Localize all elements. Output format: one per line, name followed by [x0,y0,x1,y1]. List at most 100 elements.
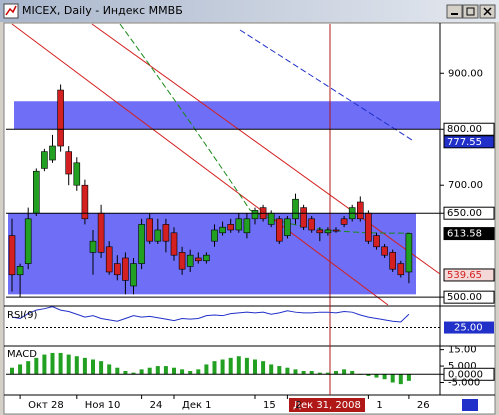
candle-body [162,224,170,242]
level-label-box [443,122,495,136]
candle-body [308,218,316,231]
macd-bar [334,371,338,375]
level-label-box [443,290,495,304]
scroll-button[interactable] [462,399,478,411]
candle-body [267,212,275,225]
candle-body [227,224,234,231]
macd-bar [285,367,290,375]
macd-bar [325,372,330,375]
candle-body [284,218,291,236]
crosshair-label-box [289,398,365,412]
macd-bar [58,352,63,375]
candle-body [138,224,145,264]
level-label-box [443,135,495,149]
level-label: 777.55 [447,137,482,148]
y-tick-label: 15.00 [448,345,477,356]
macd-bar [244,357,249,375]
macd-bar [390,374,395,383]
macd-bar [309,371,314,375]
macd-bar [26,361,31,375]
level-label: 500.00 [447,292,482,303]
y-tick-label: 25.00 [454,323,483,334]
macd-bar [50,352,55,375]
window-title: MICEX, Daily - Индекс ММВБ [22,4,183,17]
level-label: 800.00 [447,124,482,135]
candle-body [292,198,299,220]
y-tick-label: 900.00 [448,68,483,79]
macd-bar [342,369,347,375]
candle-body [32,170,40,214]
candle-body [324,229,332,234]
macd-bar [269,364,274,375]
y-tick-label: 0.0000 [448,369,483,380]
macd-bar [74,356,79,375]
x-tick-label: Ноя 10 [85,400,121,411]
candle-body [81,184,89,220]
macd-bar [406,374,411,381]
macd-bar [350,371,355,375]
trend-line [91,23,441,275]
macd-bar [147,367,152,375]
level-label: 539.65 [447,270,482,281]
candle-body [332,229,340,232]
candle-body [130,263,137,287]
candle-body [154,229,162,242]
candle-body [146,218,153,242]
candle-body [89,240,97,253]
candle-body [397,263,405,276]
macd-bar [99,361,104,375]
minimize-button[interactable] [446,4,463,19]
maximize-button[interactable] [462,4,479,19]
macd-bar [204,364,209,375]
rsi-line [11,306,410,323]
y-tick-label: 700.00 [448,180,483,191]
level-label-box [443,227,495,241]
candle-body [365,212,372,242]
macd-bar [123,371,128,375]
candle-body [114,263,121,276]
trend-line [11,23,389,306]
candle-body [57,89,64,147]
macd-bar [172,367,176,375]
moving-average [119,23,411,234]
candle-body [186,254,194,267]
macd-bar [155,366,160,375]
macd-bar [91,359,95,375]
macd-bar [10,367,14,375]
candle-body [41,151,48,169]
macd-bar [180,369,185,375]
crosshair-label: Дек 31, 2008 [293,400,361,411]
title-bar [0,0,499,22]
x-tick-label: Окт 28 [28,400,64,411]
candle-body [389,252,397,270]
macd-bar [42,354,47,375]
x-tick-label: Дек 1 [182,400,212,411]
maximize-glyph [466,7,475,16]
level-label: 613.58 [447,229,482,240]
macd-bar [220,359,225,375]
macd-bar [261,361,266,375]
close-glyph [483,7,492,16]
y-tick-label-box [444,321,494,334]
candle-body [65,151,72,175]
level-label: 650.00 [447,208,482,219]
candle-body [235,218,243,231]
candle-body [251,210,259,220]
x-tick-label: 24 [150,400,163,411]
macd-title: MACD [7,349,37,360]
icon-glyph [5,5,17,16]
candle-body [243,218,251,234]
level-label-box [443,206,495,220]
macd-bar [366,374,371,376]
macd-bar [301,371,306,375]
macd-bar [228,357,233,375]
level-label-box [443,268,495,282]
macd-bar [398,374,403,385]
candle-body [122,257,129,281]
candle-body [405,233,413,273]
macd-bar [82,357,87,375]
candle-body [16,266,24,276]
macd-bar [317,372,322,375]
